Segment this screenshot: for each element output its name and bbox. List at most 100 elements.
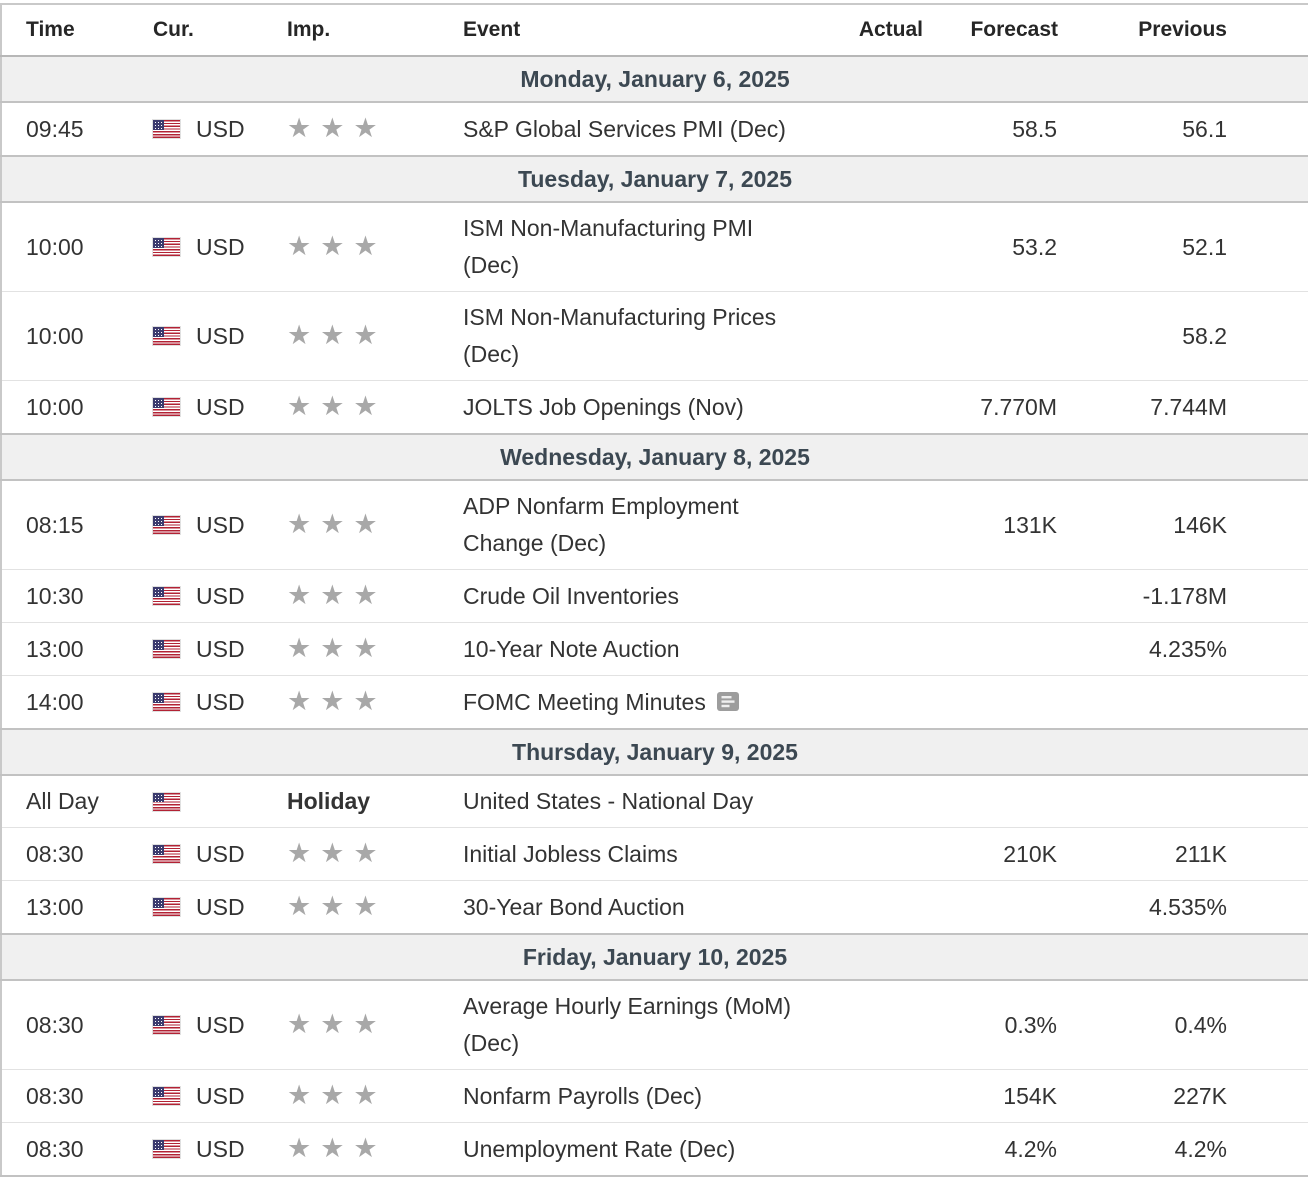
event-name-cell: ISM Non-Manufacturing Prices (Dec) (439, 291, 816, 381)
event-row[interactable]: 10:00 USD ★★★ ISM Non-Manufacturing PMI (De… (1, 202, 1308, 292)
currency-label: USD (196, 893, 245, 920)
currency-label: USD (196, 1082, 245, 1109)
event-row[interactable]: 14:00 USD ★★★ FOMC Meeting Minutes (1, 675, 1308, 730)
currency-wrap (152, 791, 262, 812)
event-time: 10:00 (1, 291, 129, 381)
event-time: 10:00 (1, 380, 129, 435)
day-header-label: Friday, January 10, 2025 (1, 933, 1308, 981)
event-link[interactable]: Nonfarm Payrolls (Dec) (463, 1082, 702, 1109)
column-header-previous: Previous (1058, 4, 1308, 57)
event-row[interactable]: 08:30 USD ★★★ Nonfarm Payrolls (Dec) 154K 227… (1, 1069, 1308, 1123)
event-link[interactable]: ISM Non-Manufacturing Prices (Dec) (463, 304, 777, 367)
event-link[interactable]: 30-Year Bond Auction (463, 893, 685, 920)
event-link[interactable]: ISM Non-Manufacturing PMI (Dec) (463, 215, 754, 278)
event-forecast: 210K (923, 827, 1058, 881)
currency-wrap: USD (152, 1078, 262, 1115)
event-row[interactable]: 13:00 USD ★★★ 10-Year Note Auction 4.235% (1, 622, 1308, 676)
event-previous: 0.4% (1058, 980, 1308, 1070)
event-actual (816, 880, 923, 935)
column-header-time: Time (1, 4, 129, 57)
event-link[interactable]: Crude Oil Inventories (463, 582, 680, 609)
event-name-cell: ADP Nonfarm Employment Change (Dec) (439, 480, 816, 570)
us-flag-icon (152, 1139, 181, 1159)
currency-wrap: USD (152, 684, 262, 721)
event-link[interactable]: ADP Nonfarm Employment Change (Dec) (463, 493, 739, 556)
us-flag-icon (152, 844, 181, 864)
event-link[interactable]: JOLTS Job Openings (Nov) (463, 393, 744, 420)
currency-label: USD (196, 582, 245, 609)
event-forecast (923, 569, 1058, 623)
event-row[interactable]: 10:30 USD ★★★ Crude Oil Inventories -1.178M (1, 569, 1308, 623)
event-importance-cell: ★★★ (263, 675, 439, 730)
report-icon[interactable] (716, 691, 740, 713)
event-forecast (923, 880, 1058, 935)
importance-stars-icon: ★★★ (287, 391, 387, 421)
event-row[interactable]: 08:30 USD ★★★ Initial Jobless Claims 210K 211… (1, 827, 1308, 881)
event-actual (816, 569, 923, 623)
event-forecast: 0.3% (923, 980, 1058, 1070)
event-previous (1058, 775, 1308, 828)
us-flag-icon (152, 586, 181, 606)
event-currency-cell: USD (129, 291, 263, 381)
importance-stars-icon: ★★★ (287, 838, 387, 868)
event-link[interactable]: Unemployment Rate (Dec) (463, 1135, 736, 1162)
event-row[interactable]: 09:45 USD ★★★ S&P Global Services PMI (Dec)… (1, 102, 1308, 157)
currency-label: USD (196, 1135, 245, 1162)
event-currency-cell: USD (129, 1069, 263, 1123)
event-forecast: 131K (923, 480, 1058, 570)
currency-wrap: USD (152, 578, 262, 615)
holiday-label: Holiday (287, 788, 371, 814)
event-time: 08:15 (1, 480, 129, 570)
event-link[interactable]: Initial Jobless Claims (463, 840, 678, 867)
event-importance-cell: ★★★ (263, 980, 439, 1070)
event-row[interactable]: All Day Holiday United States - National D… (1, 775, 1308, 828)
event-currency-cell: USD (129, 102, 263, 157)
event-forecast: 154K (923, 1069, 1058, 1123)
currency-label: USD (196, 840, 245, 867)
event-currency-cell (129, 775, 263, 828)
event-link[interactable]: S&P Global Services PMI (Dec) (463, 115, 786, 142)
event-importance-cell: ★★★ (263, 291, 439, 381)
event-link[interactable]: United States - National Day (463, 788, 754, 814)
event-importance-cell: ★★★ (263, 1069, 439, 1123)
event-time: 14:00 (1, 675, 129, 730)
event-actual (816, 480, 923, 570)
us-flag-icon (152, 791, 181, 812)
event-row[interactable]: 10:00 USD ★★★ ISM Non-Manufacturing Prices … (1, 291, 1308, 381)
event-name-cell: 30-Year Bond Auction (439, 880, 816, 935)
event-name-cell: Unemployment Rate (Dec) (439, 1122, 816, 1176)
event-name-cell: ISM Non-Manufacturing PMI (Dec) (439, 202, 816, 292)
currency-wrap: USD (152, 889, 262, 926)
currency-label: USD (196, 635, 245, 662)
importance-stars-icon: ★★★ (287, 1133, 387, 1163)
currency-wrap: USD (152, 229, 262, 266)
event-actual (816, 202, 923, 292)
event-name-cell: United States - National Day (439, 775, 816, 828)
us-flag-icon (152, 1086, 181, 1106)
event-link[interactable]: 10-Year Note Auction (463, 635, 680, 662)
importance-stars-icon: ★★★ (287, 580, 387, 610)
day-header-row: Wednesday, January 8, 2025 (1, 433, 1308, 481)
event-row[interactable]: 10:00 USD ★★★ JOLTS Job Openings (Nov) 7.770… (1, 380, 1308, 435)
event-time: 13:00 (1, 622, 129, 676)
event-currency-cell: USD (129, 622, 263, 676)
event-actual (816, 775, 923, 828)
day-header-row: Friday, January 10, 2025 (1, 933, 1308, 981)
event-link[interactable]: Average Hourly Earnings (MoM) (Dec) (463, 993, 792, 1056)
event-row[interactable]: 13:00 USD ★★★ 30-Year Bond Auction 4.535% (1, 880, 1308, 935)
event-currency-cell: USD (129, 980, 263, 1070)
event-previous: 58.2 (1058, 291, 1308, 381)
event-actual (816, 622, 923, 676)
currency-label: USD (196, 688, 245, 715)
currency-wrap: USD (152, 836, 262, 873)
event-actual (816, 291, 923, 381)
currency-label: USD (196, 1011, 245, 1038)
event-row[interactable]: 08:30 USD ★★★ Average Hourly Earnings (MoM)… (1, 980, 1308, 1070)
event-link[interactable]: FOMC Meeting Minutes (463, 688, 706, 715)
event-row[interactable]: 08:30 USD ★★★ Unemployment Rate (Dec) 4.2% 4.… (1, 1122, 1308, 1176)
currency-label: USD (196, 233, 245, 260)
us-flag-icon (152, 639, 181, 659)
event-name-cell: Nonfarm Payrolls (Dec) (439, 1069, 816, 1123)
event-row[interactable]: 08:15 USD ★★★ ADP Nonfarm Employment Change… (1, 480, 1308, 570)
us-flag-icon (152, 326, 181, 346)
